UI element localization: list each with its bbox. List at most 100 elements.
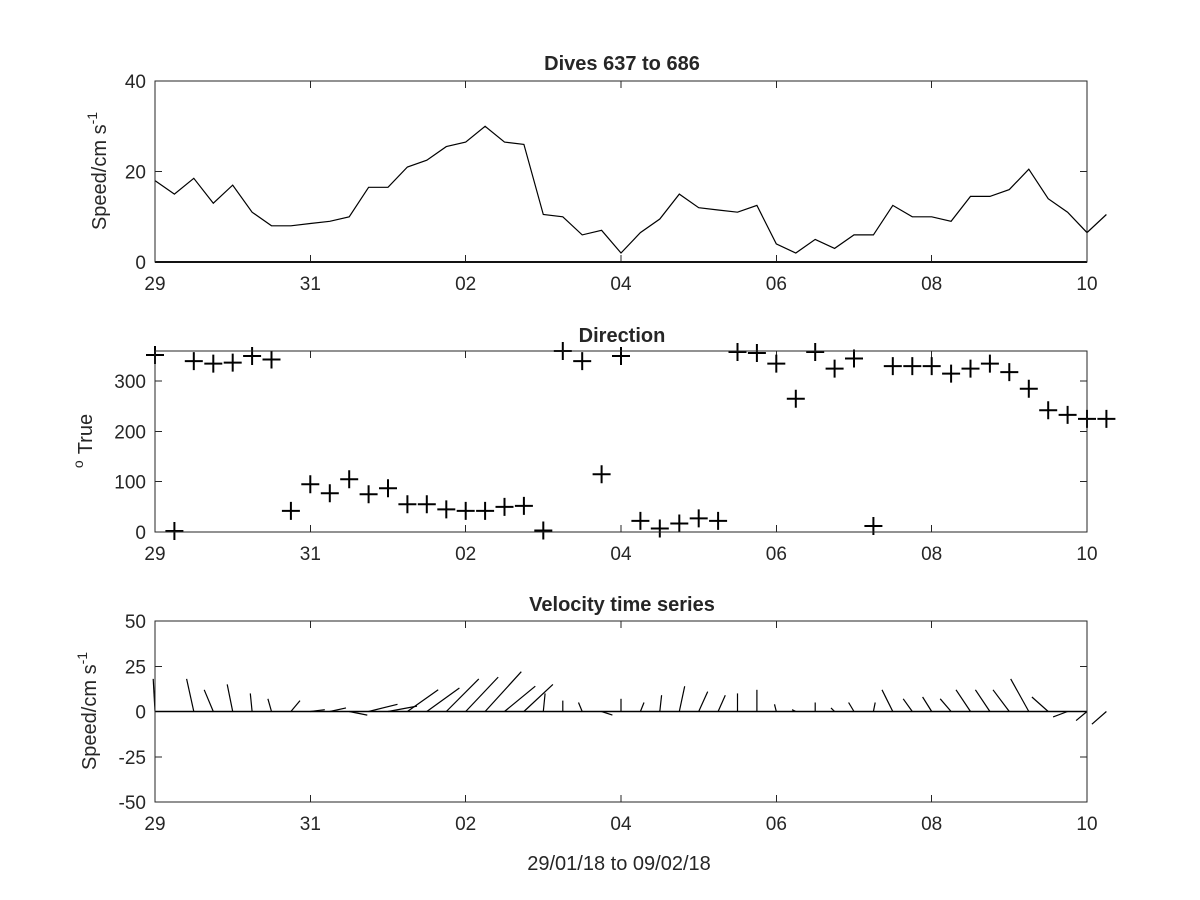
direction-point <box>670 514 689 533</box>
y-tick-label: -25 <box>119 748 146 769</box>
velocity-stick <box>542 693 546 712</box>
y-tick-label: 25 <box>125 657 146 678</box>
x-tick-label: 29 <box>144 814 165 835</box>
direction-point <box>1000 363 1019 382</box>
x-tick-label: 29 <box>144 274 165 295</box>
velocity-stick <box>717 694 726 712</box>
velocity-stick <box>426 687 460 712</box>
direction-point <box>534 521 553 540</box>
x-tick-label: 10 <box>1076 544 1097 565</box>
direction-point <box>1058 405 1077 424</box>
direction-point <box>359 485 378 504</box>
direction-point <box>709 511 728 530</box>
speed-panel-ylabel: Speed/cm s-1 <box>84 112 111 230</box>
direction-point <box>281 501 300 520</box>
velocity-stick <box>290 700 301 712</box>
direction-point <box>922 357 941 376</box>
velocity-stick <box>922 696 933 712</box>
y-tick-label: 40 <box>125 72 146 93</box>
velocity-stick <box>465 676 499 712</box>
x-tick-label: 31 <box>300 814 321 835</box>
direction-point <box>320 484 339 503</box>
direction-point <box>650 519 669 538</box>
velocity-stick <box>639 702 645 712</box>
direction-point <box>825 359 844 378</box>
x-tick-label: 08 <box>921 814 942 835</box>
direction-point <box>1019 379 1038 398</box>
velocity-stick <box>830 707 836 712</box>
velocity-panel-axes-box <box>154 620 1088 803</box>
direction-point <box>1039 401 1058 420</box>
velocity-stick <box>368 703 398 713</box>
velocity-stick <box>601 710 613 716</box>
speed-panel: Dives 637 to 686 Speed/cm s-1 29 31 02 04 06… <box>84 53 1107 295</box>
velocity-stick <box>848 702 855 712</box>
speed-panel-ticks: 29 31 02 04 06 08 10 0 20 40 <box>125 72 1098 295</box>
direction-point <box>961 359 980 378</box>
direction-point <box>728 343 747 361</box>
direction-point <box>379 479 397 498</box>
x-tick-label: 10 <box>1076 814 1097 835</box>
velocity-stick <box>504 685 536 712</box>
direction-point <box>903 357 922 376</box>
velocity-stick <box>773 704 777 712</box>
y-tick-label: 200 <box>114 422 146 443</box>
direction-point <box>243 347 262 365</box>
y-tick-label: 20 <box>125 163 146 184</box>
velocity-stick <box>249 693 253 712</box>
velocity-stick <box>387 705 418 713</box>
velocity-stick <box>329 707 347 713</box>
y-tick-label: 0 <box>135 523 146 544</box>
direction-point <box>689 509 708 528</box>
y-tick-label: 0 <box>135 253 146 274</box>
direction-panel-axes-box <box>154 350 1088 533</box>
velocity-stick <box>1052 710 1068 718</box>
x-tick-label: 04 <box>610 274 632 295</box>
direction-point <box>573 352 592 371</box>
direction-point <box>398 495 417 514</box>
direction-point <box>592 465 611 484</box>
y-tick-label: -50 <box>119 793 146 814</box>
velocity-stick <box>698 691 709 712</box>
x-tick-label: 02 <box>455 544 476 565</box>
x-tick-label: 08 <box>921 544 942 565</box>
direction-point <box>165 522 184 540</box>
direction-point <box>631 511 650 530</box>
velocity-stick <box>349 710 368 716</box>
speed-panel-axes-box <box>154 80 1088 263</box>
x-tick-label: 04 <box>610 814 632 835</box>
velocity-panel-ticks: 29 31 02 04 06 08 10 -50 -25 0 25 50 <box>119 612 1098 835</box>
velocity-stick <box>939 698 952 712</box>
velocity-stick <box>881 689 894 712</box>
direction-panel-title: Direction <box>579 325 666 347</box>
velocity-stick <box>791 709 797 713</box>
velocity-stick <box>226 684 234 712</box>
direction-point <box>767 354 786 373</box>
velocity-stick <box>1091 711 1107 725</box>
x-tick-label: 06 <box>766 544 787 565</box>
speed-panel-title: Dives 637 to 686 <box>544 53 700 75</box>
velocity-panel: Velocity time series Speed/cm s-1 29/01/… <box>74 594 1107 875</box>
direction-point <box>514 496 533 515</box>
velocity-stick <box>445 678 480 712</box>
x-tick-label: 31 <box>300 274 321 295</box>
direction-point <box>437 500 456 519</box>
x-tick-label: 06 <box>766 274 787 295</box>
velocity-stick <box>523 683 554 712</box>
velocity-panel-xlabel: 29/01/18 to 09/02/18 <box>527 853 711 875</box>
speed-series-line <box>154 125 1107 254</box>
direction-point <box>456 501 475 520</box>
velocity-stick <box>203 689 214 712</box>
velocity-stick <box>902 698 913 712</box>
velocity-stick <box>1010 678 1030 712</box>
velocity-stick <box>577 702 583 712</box>
direction-point <box>1097 409 1116 428</box>
direction-point <box>204 354 223 373</box>
direction-point <box>476 501 495 520</box>
y-tick-label: 300 <box>114 372 146 393</box>
y-tick-label: 100 <box>114 473 146 494</box>
direction-point <box>612 347 630 365</box>
